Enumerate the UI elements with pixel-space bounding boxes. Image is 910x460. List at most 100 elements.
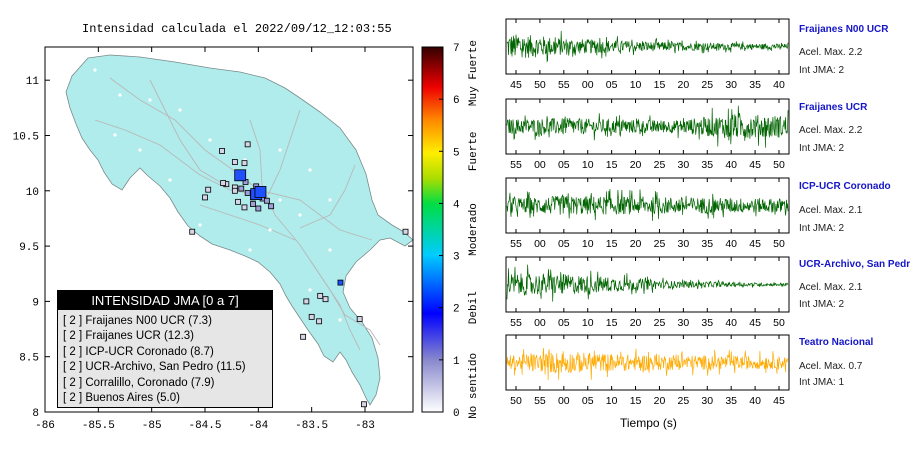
trace-tick-label: 40 (725, 317, 737, 329)
trace-tick-label: 00 (582, 79, 594, 91)
station-marker (316, 318, 323, 325)
colorbar-tick-label: 2 (453, 304, 460, 316)
x-tick-label: -86 (35, 420, 55, 432)
y-tick-label: 8.5 (19, 353, 39, 365)
trace-tick-label: 15 (606, 317, 618, 329)
trace-tick-label: 15 (630, 395, 642, 407)
legend-title: INTENSIDAD JMA [0 a 7] (58, 291, 272, 310)
station-marker (317, 292, 324, 299)
trace-tick-label: 15 (606, 159, 618, 171)
trace-tick-label: 00 (534, 159, 546, 171)
station-marker (244, 190, 251, 196)
y-tick-label: 11 (26, 76, 40, 88)
station-marker (356, 316, 363, 322)
station-marker (303, 298, 310, 305)
city-dot (168, 178, 172, 182)
city-dot (248, 248, 252, 252)
city-dot (138, 148, 142, 152)
seismogram-waveform (506, 264, 789, 302)
trace-tick-label: 35 (701, 159, 713, 171)
legend-item: [ 2 ] UCR-Archivo, San Pedro (11.5) (63, 361, 246, 374)
trace-tick-label: 45 (510, 79, 522, 91)
colorbar-tick-label: 4 (453, 199, 460, 211)
trace-tick-label: 35 (749, 79, 761, 91)
trace-tick-label: 25 (654, 317, 666, 329)
trace-tick-label: 25 (678, 395, 690, 407)
seismogram-trace-panel: 55 00 05 10 15 20 25 30 35 40 45 50 (505, 177, 790, 250)
city-dot (308, 168, 312, 172)
station-marker (250, 201, 256, 207)
trace-tick-label: 45 (749, 159, 761, 171)
x-tick-label: -85.5 (82, 420, 115, 432)
trace-tick-label: 10 (630, 79, 642, 91)
trace-tick-label: 25 (701, 79, 713, 91)
station-marker (263, 197, 270, 204)
city-dot (328, 248, 332, 252)
station-marker (235, 198, 241, 205)
station-name: Fraijanes N00 UCR (799, 24, 889, 35)
trace-tick-label: 20 (654, 395, 666, 407)
trace-tick-label: 50 (510, 395, 522, 407)
y-tick-label: 9.5 (19, 242, 39, 254)
seismogram-trace-panel: 50 55 00 05 10 15 20 25 30 35 40 45 (505, 334, 790, 407)
station-marker (255, 205, 262, 212)
trace-tick-label: 20 (678, 79, 690, 91)
legend-item: [ 2 ] Corralillo, Coronado (7.9) (63, 376, 215, 389)
trace-tick-label: 35 (701, 238, 713, 250)
trace-tick-label: 10 (606, 395, 618, 407)
station-acceleration: Acel. Max. 2.2 (799, 125, 863, 136)
station-jma: Int JMA: 2 (799, 65, 845, 76)
trace-tick-label: 25 (654, 159, 666, 171)
station-marker-large (254, 185, 267, 198)
trace-tick-label: 00 (558, 395, 570, 407)
station-marker (231, 159, 238, 165)
station-marker (402, 228, 409, 235)
trace-tick-label: 30 (678, 159, 690, 171)
map-x-ticks: -86 -85.5 -85 -84.5 -84 -83.5 -83 (35, 47, 375, 432)
city-dot (278, 148, 282, 152)
trace-tick-label: 40 (725, 159, 737, 171)
intensity-markers (93, 68, 409, 408)
city-dot (328, 198, 332, 202)
seismogram-waveform (506, 30, 789, 63)
trace-tick-label: 05 (582, 395, 594, 407)
city-dot (208, 138, 212, 142)
trace-tick-label: 25 (654, 238, 666, 250)
station-marker (268, 203, 275, 210)
legend-item: [ 2 ] ICP-UCR Coronado (8.7) (63, 345, 214, 358)
station-jma: Int JMA: 2 (799, 299, 845, 310)
station-marker (337, 279, 344, 286)
station-marker (241, 160, 248, 167)
trace-tick-label: 05 (558, 317, 570, 329)
trace-tick-label: 05 (558, 159, 570, 171)
trace-tick-label: 15 (654, 79, 666, 91)
colorbar-category-label: Moderado (468, 203, 480, 256)
trace-tick-label: 30 (725, 79, 737, 91)
seismogram-trace-panel: 45 50 55 00 05 10 15 20 25 30 35 40 (505, 18, 790, 91)
map-title: Intensidad calculada el 2022/09/12_12:03… (82, 22, 392, 36)
trace-tick-label: 45 (749, 238, 761, 250)
trace-tick-label: 55 (558, 79, 570, 91)
costa-rica-land (65, 54, 414, 406)
station-marker-large (234, 169, 247, 182)
x-tick-label: -85 (142, 420, 162, 432)
trace-tick-label: 50 (773, 317, 785, 329)
trace-tick-label: 55 (534, 395, 546, 407)
station-marker (244, 141, 251, 148)
station-marker (205, 186, 212, 193)
city-dot (358, 298, 362, 302)
city-dot (118, 93, 122, 97)
seismogram-waveform (506, 105, 789, 148)
colorbar-category-label: Fuerte (468, 131, 480, 171)
y-tick-label: 10 (26, 187, 39, 199)
city-dot (298, 213, 302, 217)
station-marker (300, 333, 307, 340)
seismogram-waveform (506, 347, 789, 381)
map-frame (44, 46, 414, 413)
colorbar-category-label: Debil (468, 291, 480, 324)
trace-tick-label: 45 (773, 395, 785, 407)
station-marker (238, 185, 245, 192)
station-marker (189, 228, 196, 235)
trace-tick-label: 20 (630, 159, 642, 171)
